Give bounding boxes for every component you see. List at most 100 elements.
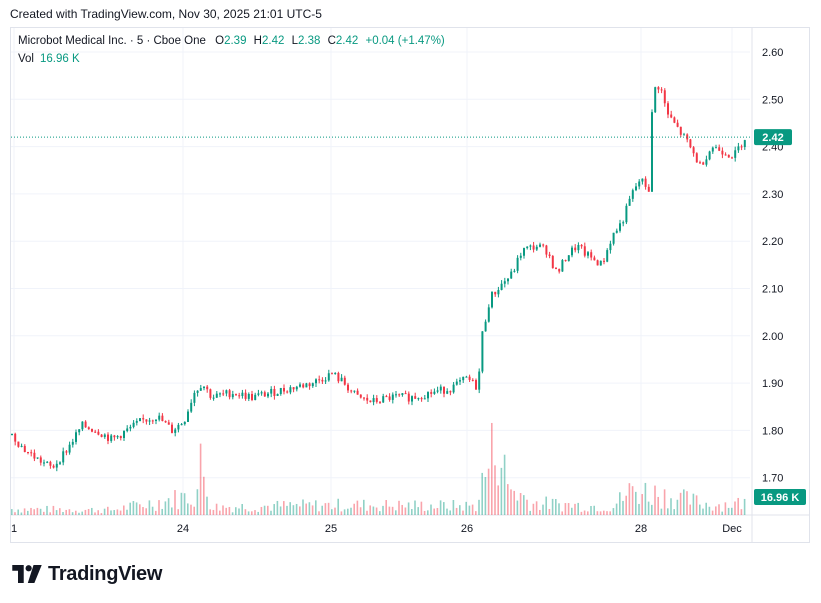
open-label: O: [215, 35, 225, 47]
candle-body: [222, 393, 225, 395]
volume-bar: [59, 508, 61, 515]
candle-body: [167, 422, 170, 425]
volume-bar: [689, 504, 691, 515]
candle-body: [65, 451, 68, 453]
volume-bar: [212, 509, 215, 515]
candle-body: [686, 134, 689, 140]
candle-body: [356, 390, 359, 395]
volume-bar: [555, 499, 557, 515]
volume-bar: [36, 507, 39, 515]
volume-bar: [731, 507, 733, 515]
volume-bar: [459, 505, 461, 515]
volume-bar: [727, 507, 730, 515]
volume-bar: [203, 476, 205, 515]
candle-body: [199, 388, 202, 391]
volume-bar: [334, 507, 336, 515]
volume-bar: [331, 509, 333, 515]
volume-bar: [667, 508, 669, 515]
volume-bar: [347, 508, 349, 515]
volume-bar: [308, 502, 311, 515]
volume-bar: [574, 503, 576, 515]
candle-body: [97, 431, 100, 435]
candle-body: [267, 393, 269, 397]
volume-bar: [609, 511, 611, 515]
candle-body: [689, 139, 692, 148]
candlestick-chart[interactable]: 2.602.502.402.302.202.102.001.901.801.70…: [0, 0, 821, 560]
volume-bar: [71, 512, 74, 515]
candle-body: [487, 307, 490, 322]
candle-body: [417, 398, 420, 400]
candle-body: [676, 122, 679, 127]
volume-bar: [635, 491, 637, 515]
volume-bar: [68, 509, 71, 515]
volume-bar: [571, 507, 573, 515]
open-value: 2.39: [224, 35, 247, 47]
candle-body: [478, 371, 481, 390]
candle-body: [14, 433, 17, 442]
candle-body: [292, 387, 295, 390]
candle-body: [187, 411, 189, 422]
volume-bar: [683, 489, 685, 515]
volume-bar: [55, 510, 58, 515]
x-tick-label: Dec: [722, 523, 742, 535]
volume-bar: [231, 512, 234, 515]
volume-bar: [615, 503, 618, 515]
candle-body: [683, 134, 685, 136]
volume-bar: [379, 511, 381, 515]
candle-body: [555, 268, 557, 270]
volume-bar: [228, 506, 231, 515]
candle-body: [286, 391, 289, 393]
candle-body: [599, 260, 602, 266]
candle-body: [123, 430, 125, 439]
candle-body: [603, 260, 605, 262]
symbol-label[interactable]: Microbot Medical Inc. · 5 · Cboe One: [18, 35, 206, 47]
volume-bar: [167, 498, 170, 515]
volume-legend: Vol 16.96 K: [18, 53, 80, 65]
candle-body: [561, 260, 564, 272]
volume-bar: [724, 502, 727, 515]
candle-body: [340, 377, 343, 382]
candle-body: [347, 384, 349, 391]
candle-body: [343, 377, 346, 385]
volume-bar: [577, 502, 579, 515]
volume-bar: [161, 508, 163, 515]
volume-bar: [123, 505, 125, 515]
candle-body: [651, 112, 653, 192]
volume-bar: [558, 503, 560, 515]
volume-bar: [657, 496, 659, 515]
volume-bar: [737, 497, 739, 515]
volume-bar: [215, 503, 218, 515]
volume-bar: [254, 510, 256, 515]
last-price-tag: [754, 129, 792, 146]
candle-body: [503, 281, 506, 284]
volume-bar: [695, 495, 698, 515]
volume-bar: [407, 502, 410, 515]
candle-body: [743, 140, 746, 148]
volume-bar: [299, 506, 301, 515]
volume-bar: [190, 504, 192, 515]
candle-body: [692, 147, 695, 154]
candle-body: [532, 245, 535, 250]
volume-bar: [257, 511, 259, 515]
volume-bar: [679, 492, 682, 515]
volume-bar: [11, 509, 13, 515]
candle-body: [334, 372, 337, 374]
volume-bar: [187, 503, 189, 515]
candle-body: [353, 390, 356, 392]
candle-body: [161, 415, 164, 422]
volume-bar: [142, 507, 144, 515]
candle-body: [244, 392, 247, 399]
volume-bar: [519, 493, 522, 515]
candle-body: [635, 186, 637, 191]
candle-body: [443, 386, 445, 394]
candle-body: [81, 421, 84, 430]
candle-body: [571, 247, 573, 256]
volume-bar: [430, 504, 432, 515]
volume-bar: [311, 505, 314, 515]
volume-value: 16.96 K: [40, 53, 80, 65]
volume-bar: [414, 500, 416, 515]
tradingview-brand[interactable]: TradingView: [12, 563, 162, 585]
candle-body: [724, 154, 727, 156]
candle-body: [519, 255, 522, 258]
volume-bar: [219, 510, 221, 515]
